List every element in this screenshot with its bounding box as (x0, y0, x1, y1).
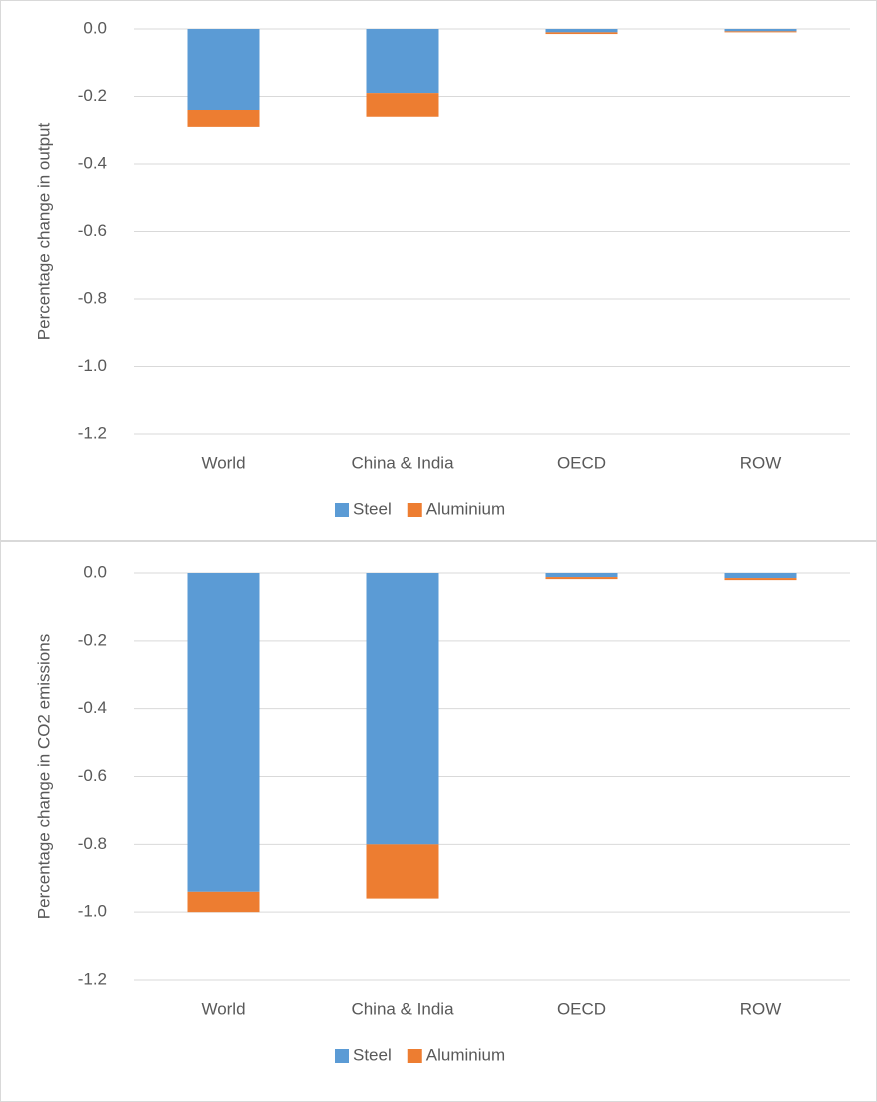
y-tick-label: -0.6 (78, 766, 107, 785)
y-tick-label: -1.2 (78, 423, 107, 442)
y-tick-label: -0.8 (78, 834, 107, 853)
legend-label: Aluminium (426, 499, 505, 518)
legend-label: Steel (353, 1045, 392, 1064)
legend-swatch (407, 503, 422, 517)
x-tick-label: ROW (740, 453, 782, 472)
bar-segment (187, 110, 260, 127)
x-tick-label: World (201, 453, 245, 472)
chart: 0.0 -0.2 -0.4 -0.6 -0.8 -1.0 -1.2 Percentage ch… (0, 541, 877, 1102)
y-tick-label: -0.2 (78, 86, 107, 105)
bar-segment (724, 29, 797, 32)
legend-swatch (335, 503, 349, 517)
bar-segment (366, 93, 439, 117)
bar-segment (724, 573, 797, 579)
bar-segment (724, 578, 797, 581)
x-tick-label: OECD (557, 999, 606, 1018)
chart: 0.0 -0.2 -0.4 -0.6 -0.8 -1.0 -1.2 Percentage ch… (0, 0, 877, 541)
y-tick-label: -1.0 (78, 356, 107, 375)
x-tick-label: World (201, 999, 245, 1018)
bar-segment (545, 32, 618, 35)
x-tick-label: OECD (557, 453, 606, 472)
x-tick-label: ROW (740, 999, 782, 1018)
bar-segment (187, 29, 260, 110)
y-tick-label: -1.2 (78, 969, 107, 988)
x-tick-label: China & India (351, 999, 454, 1018)
bar-segment (545, 573, 618, 578)
y-tick-label: -1.0 (78, 902, 107, 921)
y-tick-label: -0.4 (78, 698, 107, 717)
y-axis-title: Percentage change in output (34, 123, 53, 341)
y-tick-label: -0.4 (78, 153, 107, 172)
y-axis-title: Percentage change in CO2 emissions (34, 634, 53, 919)
bar-segment (187, 891, 260, 913)
bar-segment (545, 577, 618, 580)
y-tick-label: -0.2 (78, 630, 107, 649)
legend-swatch (407, 1049, 422, 1063)
bar-segment (366, 29, 439, 94)
bar-segment (187, 573, 260, 892)
bar-segment (724, 31, 797, 33)
y-tick-label: 0.0 (83, 18, 107, 37)
legend-label: Steel (353, 499, 392, 518)
legend-label: Aluminium (426, 1045, 505, 1064)
y-tick-label: -0.6 (78, 221, 107, 240)
y-tick-label: -0.8 (78, 288, 107, 307)
bar-segment (545, 29, 618, 33)
x-tick-label: China & India (351, 453, 454, 472)
y-tick-label: 0.0 (83, 562, 107, 581)
bar-segment (366, 573, 439, 845)
bar-segment (366, 844, 439, 899)
legend-swatch (335, 1049, 349, 1063)
